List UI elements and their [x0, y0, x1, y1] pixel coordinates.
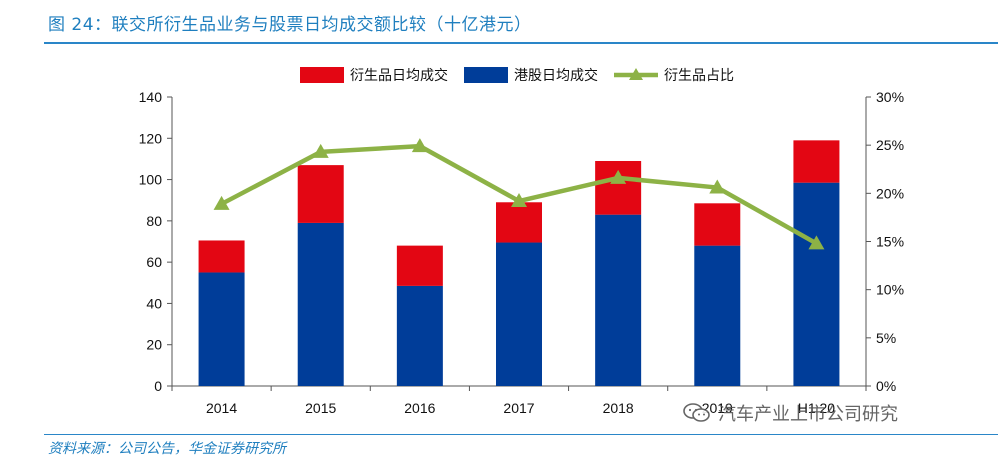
legend-label: 衍生品占比	[664, 68, 734, 84]
bar-hk-stock	[595, 214, 642, 386]
x-tick-label: 2014	[206, 400, 237, 416]
wechat-icon	[683, 403, 710, 422]
bar-derivative	[595, 160, 642, 215]
bar-hk-stock	[694, 245, 741, 386]
bar-derivative	[297, 165, 344, 223]
x-tick-label: 2016	[404, 400, 435, 416]
ratio-point-marker	[312, 143, 329, 158]
x-tick-label: 2017	[503, 400, 534, 416]
bar-derivative	[198, 240, 245, 273]
bar-hk-stock	[198, 272, 245, 386]
left-tick-label: 120	[139, 130, 163, 146]
left-tick-label: 60	[146, 254, 162, 270]
title-rule	[44, 42, 998, 44]
x-tick-label: 2019	[702, 400, 733, 416]
ratio-point-marker	[411, 138, 428, 153]
ratio-point-marker	[808, 235, 825, 250]
left-tick-label: 20	[146, 337, 162, 353]
left-tick-label: 140	[139, 89, 163, 105]
bar-hk-stock	[496, 242, 542, 386]
right-tick-label: 10%	[876, 282, 904, 298]
left-tick-label: 100	[139, 172, 163, 188]
right-tick-label: 5%	[876, 330, 896, 346]
bar-derivative	[793, 140, 840, 183]
right-tick-label: 25%	[876, 137, 904, 153]
ratio-point-marker	[213, 195, 230, 210]
left-tick-label: 0	[154, 378, 162, 394]
bar-hk-stock	[297, 222, 344, 386]
right-tick-label: 15%	[876, 234, 904, 250]
right-tick-label: 0%	[876, 378, 896, 394]
bar-hk-stock	[793, 182, 840, 386]
legend: 衍生品日均成交 港股日均成交 衍生品占比	[300, 67, 734, 84]
legend-label: 衍生品日均成交	[350, 67, 448, 84]
ratio-point-marker	[511, 193, 527, 208]
bar-derivative	[496, 202, 542, 243]
figure-title: 图 24：联交所衍生品业务与股票日均成交额比较（十亿港元）	[48, 15, 532, 35]
ratio-point-marker	[610, 169, 627, 184]
watermark: 汽车产业上市公司研究	[682, 400, 898, 426]
bar-derivative	[694, 203, 741, 246]
right-tick-label: 20%	[876, 185, 904, 201]
axes: 0 20 40 60 80 100 120 140 0% 5% 10% 15% 20% 25% 30% 201…	[139, 89, 904, 416]
legend-swatch	[464, 67, 508, 83]
left-tick-label: 40	[146, 295, 162, 311]
source-note: 资料来源：公司公告，华金证券研究所	[48, 441, 286, 457]
bar-derivative	[396, 245, 443, 286]
source-rule	[44, 434, 998, 435]
legend-swatch-marker	[629, 68, 643, 80]
legend-swatch	[300, 67, 344, 83]
x-tick-label: H1 20	[798, 400, 836, 416]
legend-label: 港股日均成交	[514, 67, 598, 84]
x-tick-label: 2018	[603, 400, 634, 416]
ratio-line	[213, 138, 825, 250]
left-tick-label: 80	[146, 213, 162, 229]
ratio-point-marker	[709, 179, 726, 194]
right-tick-label: 30%	[876, 89, 904, 105]
bars	[198, 140, 840, 386]
bar-hk-stock	[396, 285, 443, 386]
x-tick-label: 2015	[305, 400, 336, 416]
watermark-text: 汽车产业上市公司研究	[718, 404, 898, 425]
